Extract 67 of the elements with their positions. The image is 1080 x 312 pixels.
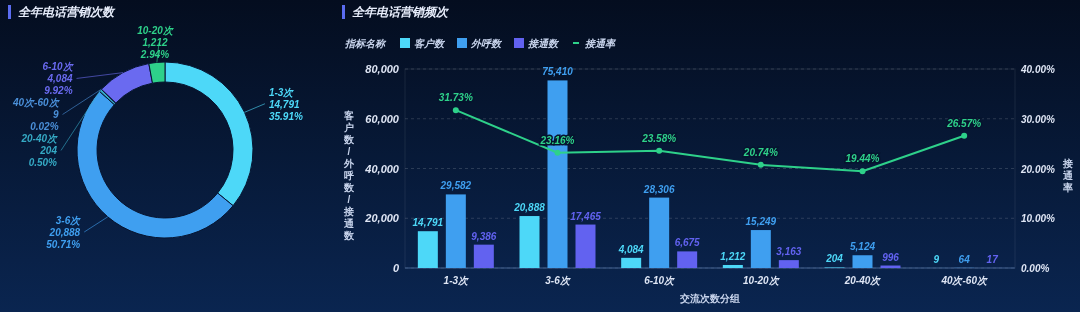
data-label: 9,386 <box>471 230 497 242</box>
data-label: 19.44% <box>845 153 880 165</box>
data-label: 14,791 <box>412 217 444 229</box>
legend-label: 外呼数 <box>470 38 503 49</box>
data-label: 29,582 <box>439 180 472 192</box>
text: 客户数/外呼数/接通数 <box>344 109 354 241</box>
x-tick-label: 10-20次 <box>743 275 780 286</box>
y2-tick-label: 20.00% <box>1020 163 1056 175</box>
data-label: 14,791 <box>268 98 300 110</box>
chart-title: 全年电话营销频次 <box>352 5 449 19</box>
data-label: 64 <box>958 253 971 265</box>
data-label: 28,306 <box>642 183 675 195</box>
slice-label: 3-6次 <box>55 215 82 227</box>
chart-title: 全年电话营销次数 <box>18 5 116 19</box>
y-tick-label: 80,000 <box>365 63 400 75</box>
legend-label: 接通数 <box>527 38 560 49</box>
data-label: 4,084 <box>46 73 73 85</box>
data-label: 9 <box>52 109 59 121</box>
y-tick-label: 60,000 <box>365 112 400 125</box>
x-tick-label: 1-3次 <box>443 275 470 286</box>
text: 50.71% <box>46 239 81 251</box>
text: 9.92% <box>44 85 73 97</box>
text: 0.50% <box>28 157 58 169</box>
data-label: 4,084 <box>617 243 645 255</box>
legend-title: 指标名称 <box>345 38 387 49</box>
legend-label: 客户数 <box>414 38 446 49</box>
data-label: 6,675 <box>674 237 701 249</box>
text: 2.94% <box>139 49 170 61</box>
y2-tick-label: 10.00% <box>1021 213 1056 225</box>
y2-tick-label: 0.00% <box>1021 263 1050 274</box>
slice-label: 40次-60次 <box>11 97 60 109</box>
data-label: 3,163 <box>776 246 802 258</box>
data-label: 75,410 <box>542 66 574 78</box>
data-label: 996 <box>882 251 900 263</box>
x-tick-label: 20-40次 <box>843 275 882 286</box>
text: 35.91% <box>268 110 303 122</box>
y2-axis-title: 接通率 <box>1062 157 1074 193</box>
slice-label: 1-3次 <box>268 86 295 98</box>
x-axis-title: 交流次数分组 <box>679 293 740 304</box>
y-tick-label: 40,000 <box>364 162 400 175</box>
text: 0.02% <box>30 121 59 133</box>
data-label: 20,888 <box>48 227 81 239</box>
data-label: 1,212 <box>142 37 168 49</box>
data-label: 17 <box>986 253 999 265</box>
data-label: 20.74% <box>742 146 778 158</box>
slice-label: 6-10次 <box>42 61 74 73</box>
data-label: 20,888 <box>513 202 546 214</box>
data-label: 23.58% <box>641 132 677 144</box>
data-label: 5,124 <box>849 241 876 253</box>
y2-tick-label: 30.00% <box>1021 113 1056 125</box>
slice-label: 10-20次 <box>137 25 174 37</box>
y-tick-label: 0 <box>392 262 400 274</box>
x-tick-label: 6-10次 <box>644 275 676 286</box>
data-label: 31.73% <box>438 92 473 104</box>
slice-label: 20-40次 <box>20 133 58 145</box>
data-label: 26.57% <box>946 117 982 129</box>
data-label: 9 <box>933 253 940 265</box>
legend-label: 接通率 <box>584 38 617 49</box>
data-label: 17,465 <box>570 210 602 222</box>
data-label: 15,249 <box>745 216 777 228</box>
data-label: 204 <box>39 145 58 157</box>
y-tick-label: 20,000 <box>364 212 400 225</box>
data-label: 1,212 <box>720 250 746 262</box>
y2-tick-label: 40.00% <box>1020 64 1056 75</box>
data-label: 204 <box>825 253 844 265</box>
x-tick-label: 3-6次 <box>545 275 571 286</box>
x-tick-label: 40次-60次 <box>940 275 988 286</box>
